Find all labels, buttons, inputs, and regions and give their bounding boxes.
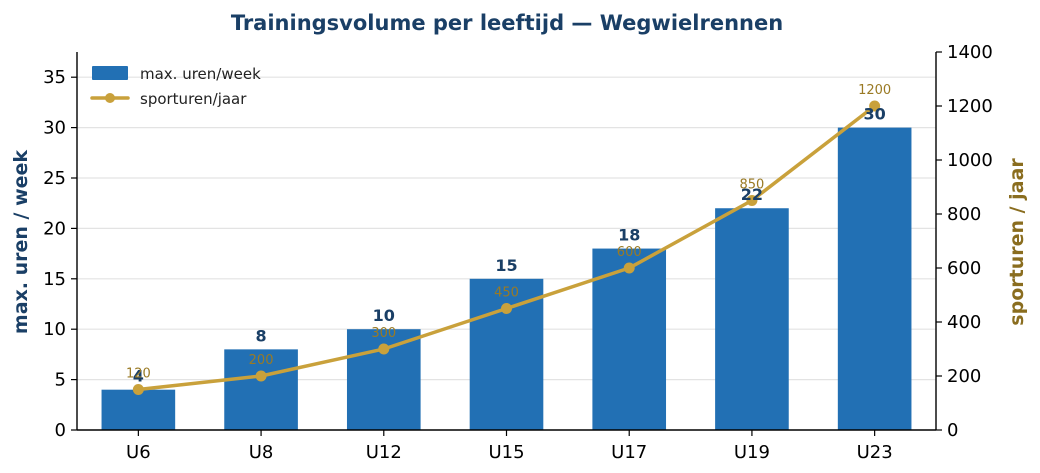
data-labels: 4 8 10 15 18 22 30 120 200 300 450 600 850 1200 [126,83,891,386]
y-tick-label: 25 [43,168,66,189]
y2-tick-label: 1200 [947,96,993,117]
bar-U8 [224,349,298,430]
y2-tick-label: 600 [947,258,981,279]
bar-value-label: 30 [864,105,886,124]
y-tick-label: 35 [43,67,66,88]
line-point-U17 [623,262,635,274]
legend: max. uren/week sporturen/jaar [90,65,261,108]
line-value-label: 850 [740,178,765,193]
axes [71,51,942,436]
line-value-label: 1200 [858,83,891,98]
x-tick-label: U17 [611,442,647,463]
line-value-label: 300 [371,326,396,341]
tick-labels: 0 5 10 15 20 25 30 35 0 200 400 600 800 1000 1200 1400 U… [43,42,993,463]
x-tick-label: U19 [734,442,770,463]
bar-value-label: 18 [618,226,640,245]
x-tick-label: U12 [366,442,402,463]
line-point-U15 [501,303,512,314]
line-value-label: 200 [249,353,274,368]
y-tick-label: 15 [43,269,66,290]
bar-U23 [837,127,912,430]
bar-value-label: 10 [373,306,395,325]
x-tick-label: U8 [249,442,274,463]
legend-swatch-marker [105,93,115,103]
legend-label-line: sporturen/jaar [140,90,247,108]
bar-value-label: 4 [133,367,144,386]
y2-tick-label: 200 [947,366,981,387]
line-point-U6 [132,384,144,395]
bar-U6 [101,389,176,430]
chart-title: Trainingsvolume per leeftijd — Wegwielre… [231,11,783,35]
line-point-U23 [869,100,881,112]
y2-tick-label: 0 [947,420,958,441]
x-tick-label: U15 [488,442,524,463]
y-tick-label: 20 [43,218,66,239]
line-series [132,100,881,395]
y-tick-label: 30 [43,118,66,139]
y2-tick-label: 800 [947,204,981,225]
line-point-U8 [255,370,267,382]
bar-value-label: 8 [256,326,267,345]
bar-value-label: 15 [495,256,517,275]
bar-U19 [715,208,789,430]
line-point-U19 [746,195,758,206]
y2-tick-label: 400 [947,312,981,333]
line-value-label: 120 [126,367,151,382]
y2-tick-label: 1400 [947,42,993,63]
y-tick-label: 0 [55,420,66,441]
line-point-U12 [378,343,390,355]
y-axis-label: max. uren / week [10,150,32,335]
bar-U17 [592,248,667,430]
line-value-label: 450 [494,286,519,301]
y2-tick-label: 1000 [947,150,993,171]
line-value-label: 600 [617,245,642,260]
x-tick-label: U23 [857,442,893,463]
x-tick-label: U6 [126,442,151,463]
bar-value-label: 22 [741,185,763,204]
legend-label-bar: max. uren/week [140,65,261,83]
y2-axis-label: sporturen / jaar [1006,158,1028,326]
y-tick-label: 10 [43,319,66,340]
bar-series [101,127,912,430]
legend-swatch-bar [92,66,128,80]
y-tick-label: 5 [55,370,66,391]
